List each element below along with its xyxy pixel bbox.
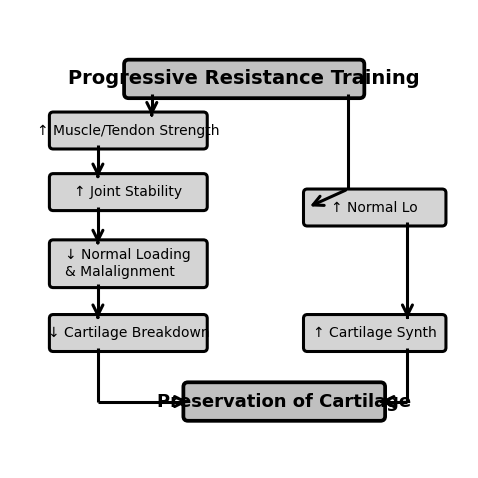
FancyBboxPatch shape <box>49 240 207 288</box>
Text: ↑ Muscle/Tendon Strength: ↑ Muscle/Tendon Strength <box>37 123 219 138</box>
FancyBboxPatch shape <box>184 382 385 421</box>
Text: ↑ Joint Stability: ↑ Joint Stability <box>74 185 183 199</box>
Text: Progressive Resistance Training: Progressive Resistance Training <box>68 69 420 88</box>
FancyBboxPatch shape <box>124 60 364 98</box>
FancyBboxPatch shape <box>304 189 446 226</box>
Text: ↓ Normal Loading
& Malalignment: ↓ Normal Loading & Malalignment <box>65 248 191 279</box>
FancyBboxPatch shape <box>49 112 207 149</box>
Text: Preservation of Cartilage: Preservation of Cartilage <box>157 392 411 411</box>
FancyBboxPatch shape <box>49 174 207 211</box>
Text: ↑ Cartilage Synth: ↑ Cartilage Synth <box>313 326 436 340</box>
FancyBboxPatch shape <box>304 315 446 351</box>
Text: ↑ Normal Lo: ↑ Normal Lo <box>331 200 418 215</box>
Text: ↓ Cartilage Breakdown: ↓ Cartilage Breakdown <box>47 326 209 340</box>
FancyBboxPatch shape <box>49 315 207 351</box>
